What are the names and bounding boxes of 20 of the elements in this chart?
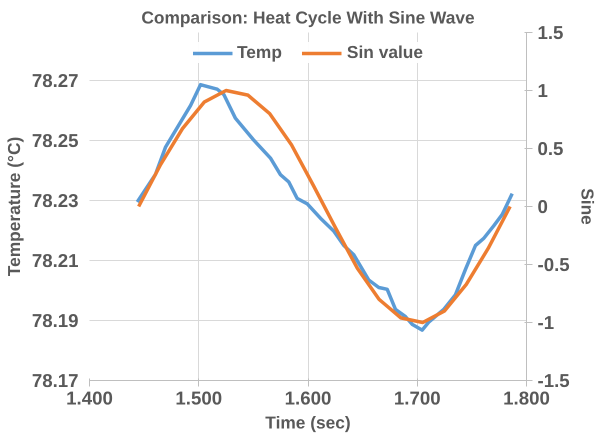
y-tick-label: 78.23: [32, 190, 78, 211]
y2-tick-label: -0.5: [538, 254, 570, 275]
x-tick-label: 1.700: [394, 388, 441, 408]
y-tick-label: 78.27: [32, 70, 78, 91]
chart-title: Comparison: Heat Cycle With Sine Wave: [141, 8, 476, 28]
y2-tick-label: 0: [538, 196, 548, 217]
legend-label: Temp: [236, 42, 282, 63]
y-tick-label: 78.21: [32, 250, 78, 271]
y-axis-title: Temperature (°C): [4, 136, 24, 276]
x-tick-label: 1.500: [175, 388, 222, 408]
x-tick-label: 1.600: [284, 388, 332, 408]
x-axis-title: Time (sec): [265, 412, 351, 432]
y2-tick-label: 0.5: [538, 138, 564, 159]
y2-axis-title: Sine: [578, 188, 598, 226]
y2-tick-label: 1.5: [538, 22, 564, 43]
y2-tick-label: -1: [538, 312, 554, 333]
y2-tick-label: 1: [538, 80, 548, 101]
y-tick-label: 78.25: [32, 130, 78, 151]
y-tick-label: 78.19: [32, 310, 78, 331]
legend-label: Sin value: [346, 42, 424, 63]
